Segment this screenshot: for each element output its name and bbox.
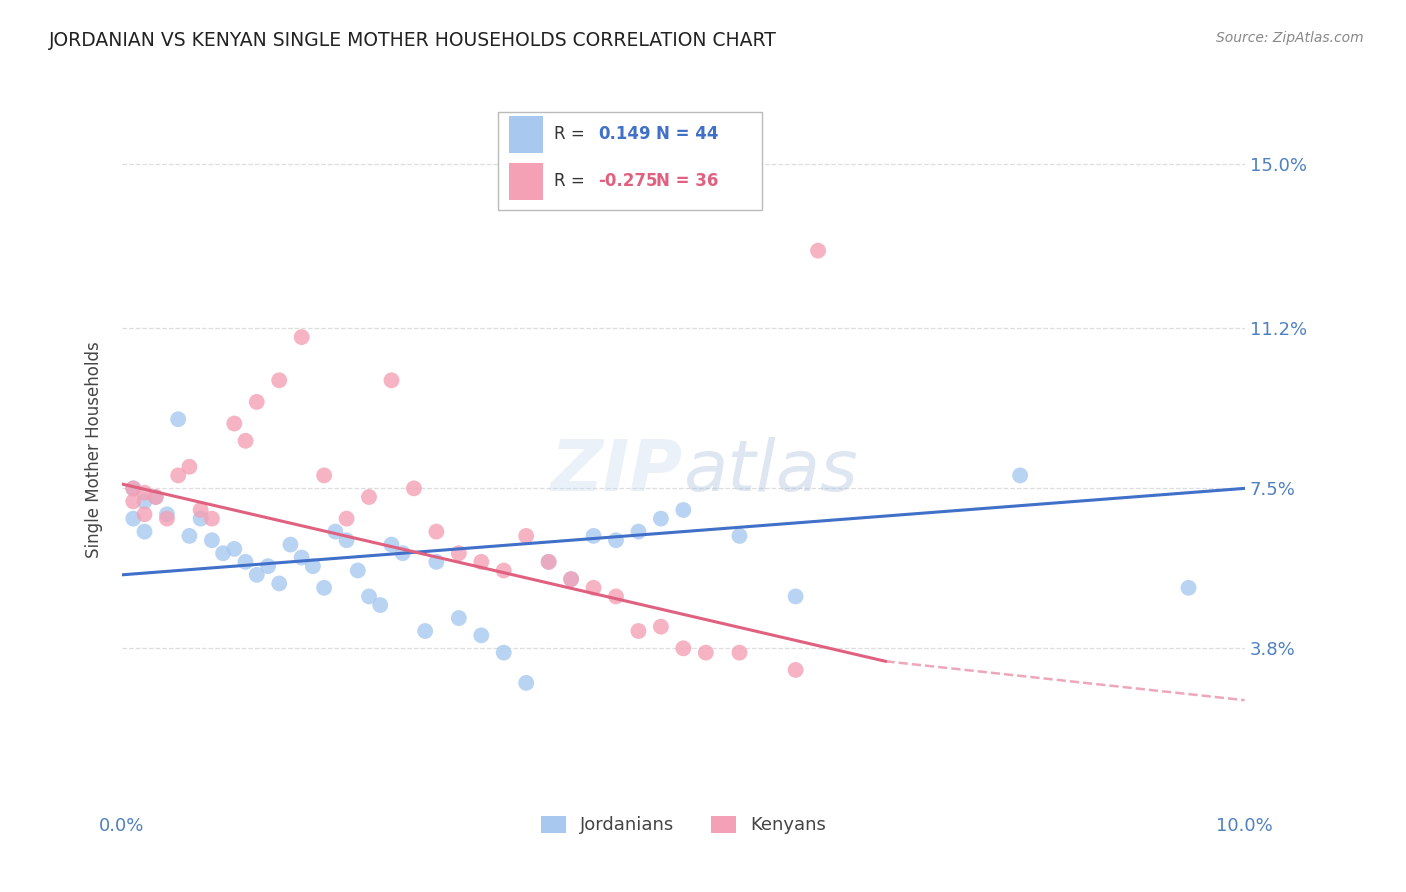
Point — [291, 550, 314, 565]
Point — [605, 590, 627, 604]
Point — [672, 503, 695, 517]
Point — [605, 533, 627, 548]
Point — [447, 546, 470, 560]
Point — [257, 559, 280, 574]
Point — [627, 524, 650, 539]
Point — [235, 434, 257, 448]
Point — [314, 468, 336, 483]
Point — [179, 459, 201, 474]
Point — [425, 524, 447, 539]
Text: atlas: atlas — [683, 437, 858, 506]
Point — [582, 529, 605, 543]
Point — [785, 590, 807, 604]
Point — [582, 581, 605, 595]
Point — [785, 663, 807, 677]
Point — [650, 620, 672, 634]
Point — [627, 624, 650, 638]
Y-axis label: Single Mother Households: Single Mother Households — [86, 341, 103, 558]
Point — [380, 537, 402, 551]
Point — [224, 541, 246, 556]
Point — [145, 490, 167, 504]
Point — [402, 481, 425, 495]
Point — [695, 646, 717, 660]
Point — [280, 537, 302, 551]
Point — [515, 676, 537, 690]
Point — [447, 611, 470, 625]
Point — [325, 524, 347, 539]
Point — [156, 511, 179, 525]
Text: JORDANIAN VS KENYAN SINGLE MOTHER HOUSEHOLDS CORRELATION CHART: JORDANIAN VS KENYAN SINGLE MOTHER HOUSEH… — [49, 31, 778, 50]
Point — [134, 485, 156, 500]
Point — [346, 564, 368, 578]
Point — [167, 468, 190, 483]
Point — [560, 572, 582, 586]
Point — [492, 646, 515, 660]
Point — [122, 494, 145, 508]
Point — [156, 508, 179, 522]
Point — [380, 373, 402, 387]
Point — [179, 529, 201, 543]
Point — [391, 546, 413, 560]
Point — [335, 511, 357, 525]
Point — [134, 508, 156, 522]
Point — [134, 524, 156, 539]
Text: Source: ZipAtlas.com: Source: ZipAtlas.com — [1216, 31, 1364, 45]
Point — [672, 641, 695, 656]
Point — [807, 244, 830, 258]
Point — [145, 490, 167, 504]
Point — [201, 533, 224, 548]
Point — [357, 490, 380, 504]
Point — [291, 330, 314, 344]
Point — [537, 555, 560, 569]
Point — [122, 481, 145, 495]
Point — [425, 555, 447, 569]
Point — [335, 533, 357, 548]
Point — [728, 529, 751, 543]
Point — [134, 494, 156, 508]
Point — [470, 628, 492, 642]
Legend: Jordanians, Kenyans: Jordanians, Kenyans — [531, 806, 835, 844]
Point — [314, 581, 336, 595]
Point — [201, 511, 224, 525]
Point — [515, 529, 537, 543]
Point — [212, 546, 235, 560]
Point — [246, 567, 269, 582]
Point — [560, 572, 582, 586]
Point — [246, 395, 269, 409]
Point — [492, 564, 515, 578]
Point — [302, 559, 325, 574]
Text: ZIP: ZIP — [551, 437, 683, 506]
Point — [235, 555, 257, 569]
Point — [537, 555, 560, 569]
Point — [269, 576, 291, 591]
Point — [167, 412, 190, 426]
Point — [224, 417, 246, 431]
Point — [357, 590, 380, 604]
Point — [470, 555, 492, 569]
Point — [368, 598, 391, 612]
Point — [122, 511, 145, 525]
Point — [650, 511, 672, 525]
Point — [122, 481, 145, 495]
Point — [1177, 581, 1199, 595]
Point — [269, 373, 291, 387]
Point — [190, 503, 212, 517]
Point — [190, 511, 212, 525]
Point — [413, 624, 436, 638]
Point — [728, 646, 751, 660]
Point — [1010, 468, 1032, 483]
